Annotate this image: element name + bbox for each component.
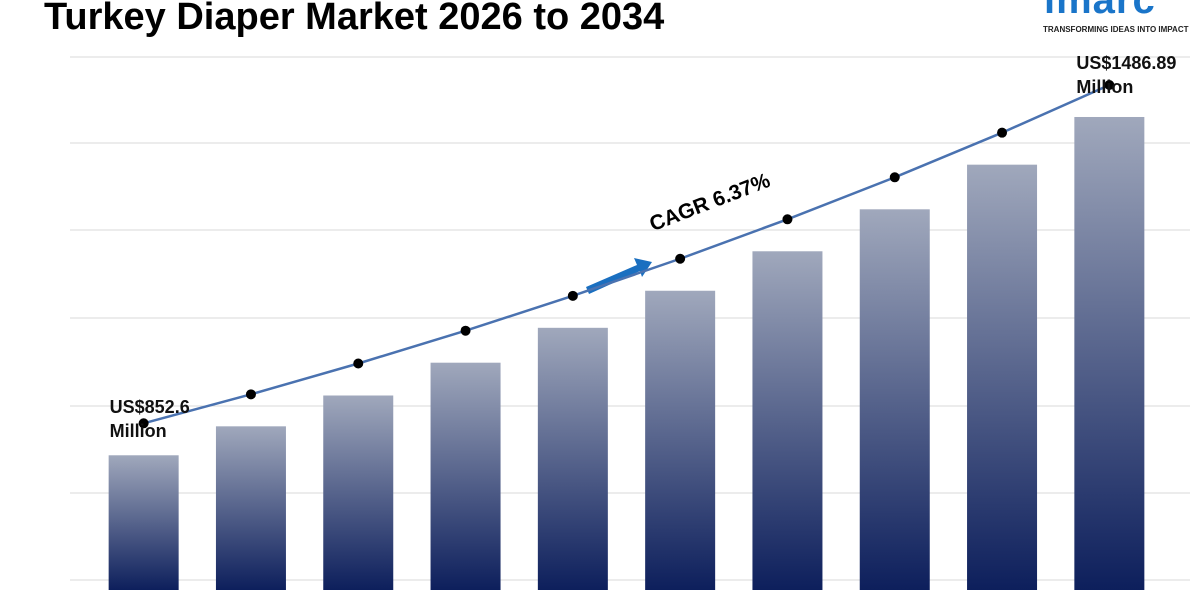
trend-point: [997, 127, 1008, 138]
trend-point: [782, 214, 793, 225]
trend-point: [138, 418, 149, 429]
value-label: US$1486.89 Million: [1076, 52, 1177, 97]
bar: [752, 251, 823, 590]
bar: [215, 426, 286, 590]
value-label: US$852.6 Million: [109, 397, 190, 442]
trend-point: [460, 325, 471, 336]
bar: [859, 209, 930, 590]
bar: [537, 327, 608, 590]
trend-point: [1104, 79, 1115, 90]
bar: [645, 290, 716, 590]
trend-point: [567, 290, 578, 301]
logo-tagline: TRANSFORMING IDEAS INTO IMPACT: [1043, 25, 1189, 34]
chart-title: Turkey Diaper Market 2026 to 2034: [44, 0, 665, 38]
bar: [108, 455, 179, 590]
trend-point: [353, 358, 364, 369]
trend-line: [143, 83, 1110, 425]
bar: [967, 164, 1038, 590]
trend-point: [245, 389, 256, 400]
trend-point: [675, 253, 686, 264]
bar: [323, 395, 394, 590]
bar: [430, 362, 501, 590]
logo: imarc: [1044, 0, 1156, 22]
bar: [1074, 116, 1145, 590]
trend-point: [889, 172, 900, 183]
